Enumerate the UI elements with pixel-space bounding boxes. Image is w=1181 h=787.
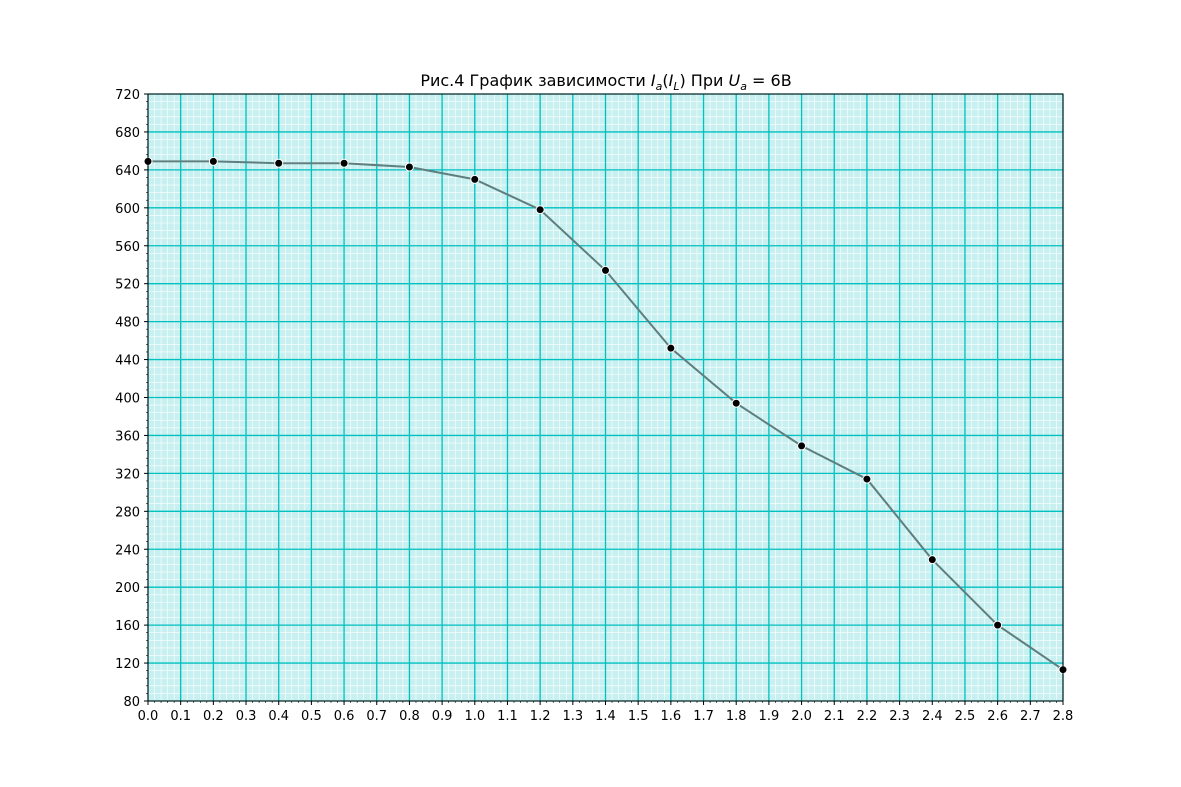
y-tick-label: 320 xyxy=(115,467,140,482)
y-tick-label: 360 xyxy=(115,429,140,444)
x-tick-label: 1.6 xyxy=(661,709,682,724)
y-tick-label: 240 xyxy=(115,543,140,558)
y-tick-label: 120 xyxy=(115,657,140,672)
y-tick-label: 600 xyxy=(115,202,140,217)
x-tick-label: 2.2 xyxy=(857,709,878,724)
data-point xyxy=(404,162,414,172)
x-tick-label: 0.6 xyxy=(334,709,355,724)
x-tick-label: 0.2 xyxy=(203,709,224,724)
x-tick-label: 0.1 xyxy=(170,709,191,724)
y-tick-label: 440 xyxy=(115,354,140,369)
x-tick-label: 1.4 xyxy=(595,709,616,724)
y-tick-label: 680 xyxy=(115,126,140,141)
x-tick-label: 1.5 xyxy=(628,709,649,724)
x-tick-label: 2.1 xyxy=(824,709,845,724)
x-tick-label: 0.0 xyxy=(138,709,159,724)
x-tick-label: 0.3 xyxy=(236,709,257,724)
x-tick-label: 0.9 xyxy=(432,709,453,724)
y-tick-label: 80 xyxy=(123,695,140,710)
chart-title: Рис.4 График зависимости Ia(IL) При Ua =… xyxy=(420,71,791,93)
y-tick-label: 720 xyxy=(115,88,140,103)
x-tick-label: 2.6 xyxy=(987,709,1008,724)
x-tick-label: 0.8 xyxy=(399,709,420,724)
y-tick-label: 560 xyxy=(115,240,140,255)
y-tick-label: 520 xyxy=(115,278,140,293)
plot-frame xyxy=(147,93,1064,702)
x-tick-label: 0.5 xyxy=(301,709,322,724)
x-tick-label: 2.7 xyxy=(1020,709,1041,724)
x-tick-label: 2.8 xyxy=(1053,709,1074,724)
y-tick-labels: 80 120 160 200 240 280 320 360 400 440 480 520 560 60… xyxy=(115,88,140,710)
x-tick-label: 0.4 xyxy=(268,709,289,724)
data-point xyxy=(470,174,480,184)
data-point xyxy=(731,398,741,408)
x-tick-label: 0.7 xyxy=(366,709,387,724)
x-tick-label: 1.8 xyxy=(726,709,747,724)
x-tick-label: 1.0 xyxy=(464,709,485,724)
x-tick-label: 1.9 xyxy=(759,709,780,724)
series-layer xyxy=(143,156,1068,675)
x-tick-label: 2.4 xyxy=(922,709,943,724)
y-tick-label: 280 xyxy=(115,505,140,520)
data-point xyxy=(535,205,545,215)
data-point xyxy=(274,158,284,168)
data-point xyxy=(666,343,676,353)
data-point xyxy=(339,158,349,168)
x-tick-label: 2.0 xyxy=(791,709,812,724)
data-point xyxy=(862,474,872,484)
y-tick-label: 160 xyxy=(115,619,140,634)
x-tick-label: 1.1 xyxy=(497,709,518,724)
x-tick-label: 1.7 xyxy=(693,709,714,724)
data-point xyxy=(993,620,1003,630)
x-tick-label: 1.2 xyxy=(530,709,551,724)
y-tick-label: 400 xyxy=(115,392,140,407)
data-point xyxy=(927,555,937,565)
x-tick-labels: 0.0 0.1 0.2 0.3 0.4 0.5 0.6 0.7 0.8 0.9 1.0 1.1 1.2 1… xyxy=(138,709,1074,724)
x-tick-label: 1.3 xyxy=(562,709,583,724)
y-tick-label: 200 xyxy=(115,581,140,596)
data-point xyxy=(601,265,610,275)
y-tick-label: 640 xyxy=(115,164,140,179)
x-tick-label: 2.3 xyxy=(889,709,910,724)
x-tick-label: 2.5 xyxy=(955,709,976,724)
data-point xyxy=(797,441,807,451)
y-tick-label: 480 xyxy=(115,316,140,331)
data-point xyxy=(208,156,218,166)
